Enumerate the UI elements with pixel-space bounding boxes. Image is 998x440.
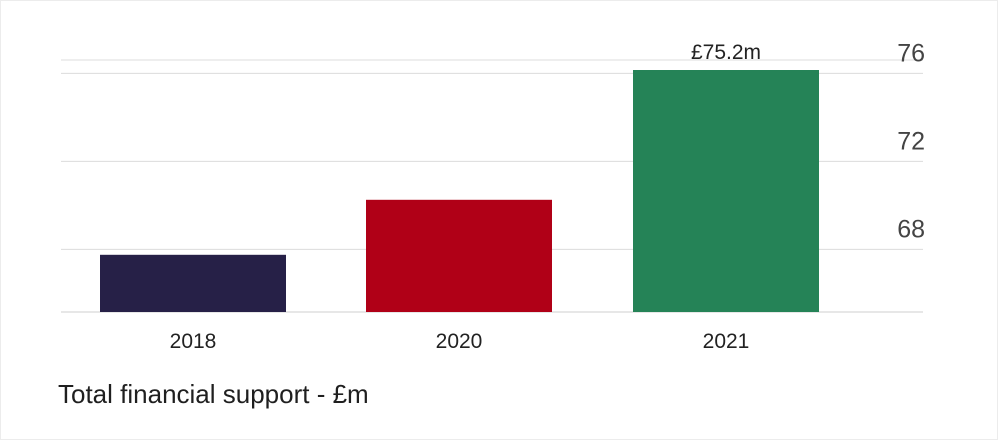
x-tick-label-2018: 2018	[170, 330, 217, 353]
x-tick-label-2021: 2021	[703, 330, 750, 353]
y-tick-label-72: 72	[897, 127, 925, 155]
y-tick-label-68: 68	[897, 215, 925, 243]
bar-2021	[633, 70, 819, 312]
chart-caption: Total financial support - £m	[58, 379, 369, 409]
data-label-2021: £75.2m	[691, 41, 761, 64]
bar-chart: 68 72 76 2018 2020 2021 £75.2m	[61, 39, 925, 353]
y-tick-label-76: 76	[897, 39, 925, 67]
bars	[100, 70, 819, 312]
bar-2020	[366, 199, 552, 312]
labels: 68 72 76 2018 2020 2021 £75.2m	[170, 39, 925, 353]
bar-2018	[100, 254, 286, 312]
x-tick-label-2020: 2020	[436, 330, 483, 353]
